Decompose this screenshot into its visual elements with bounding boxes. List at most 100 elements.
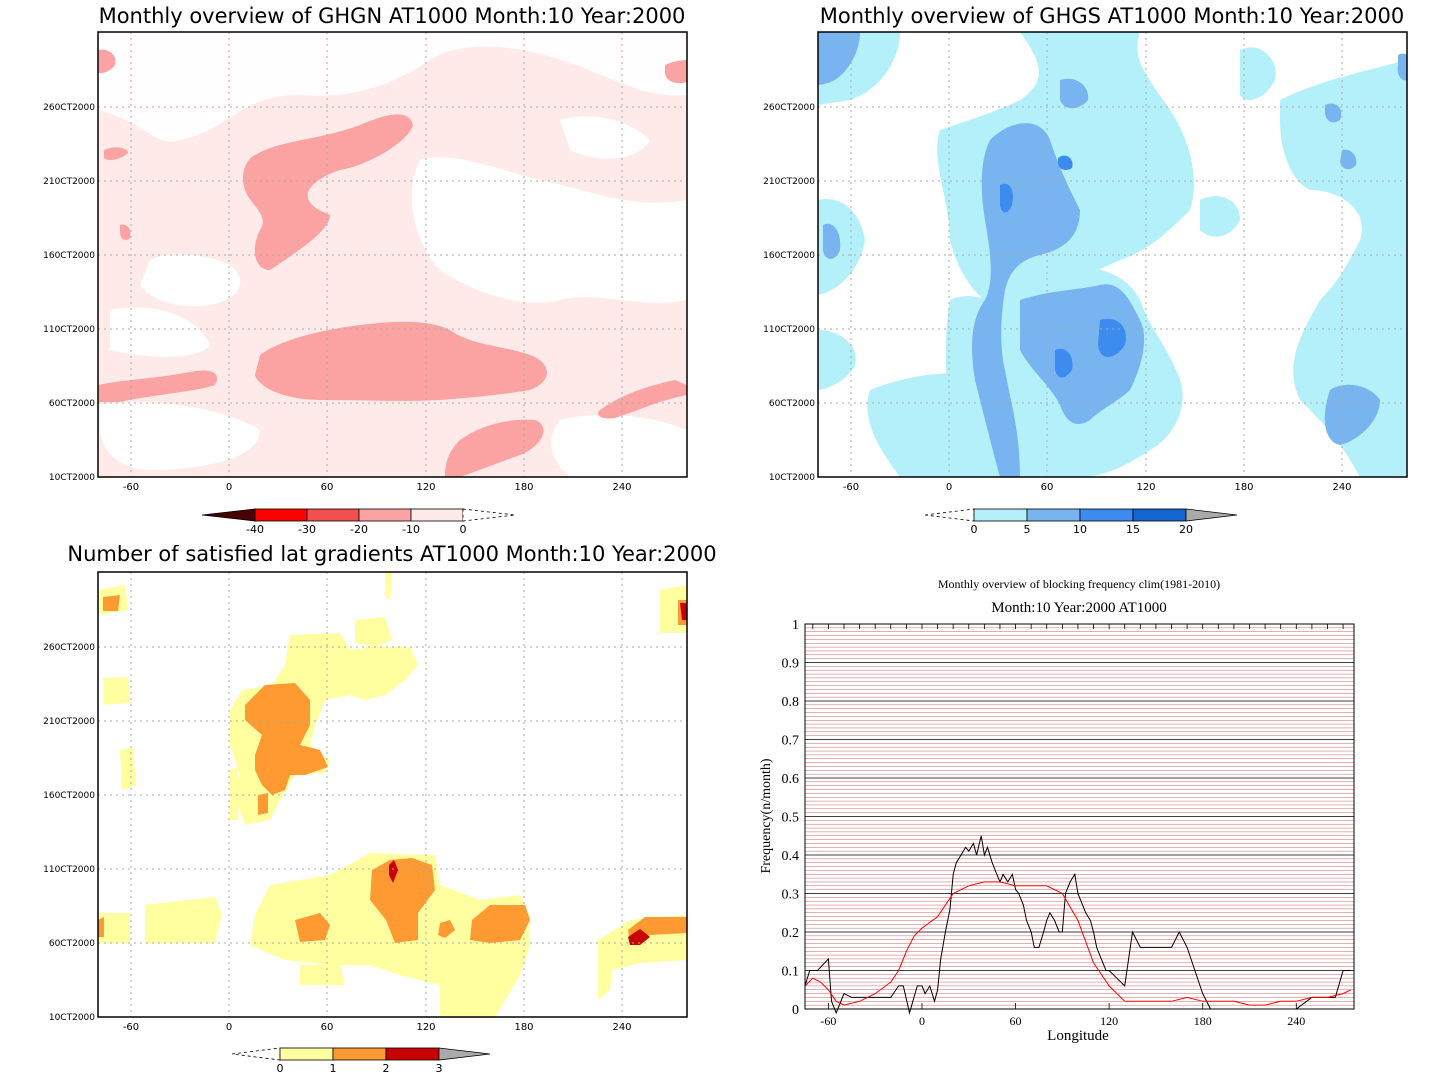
colorbar-label: 5 [1024, 523, 1031, 536]
y-tick-label: 0 [792, 1003, 799, 1018]
x-tick-label: 240 [612, 482, 631, 493]
x-tick-label: 120 [1100, 1014, 1118, 1028]
ghgs-colorbar: 0 5 10 15 20 [924, 508, 1238, 536]
colorbar-label: -40 [246, 523, 264, 536]
ghgs-x-ticks: -60 0 60 120 180 240 [843, 482, 1352, 493]
major-gridlines [805, 623, 1354, 1010]
ghgs-panel: Monthly overview of GHGS AT1000 Month:10… [763, 4, 1408, 536]
x-tick-label: 0 [226, 482, 232, 493]
ghgs-title: Monthly overview of GHGS AT1000 Month:10… [820, 4, 1404, 28]
y-tick-label: 0.2 [782, 926, 800, 941]
y-tick-label: 210CT2000 [763, 177, 815, 187]
ghgn-x-ticks: -60 0 60 120 180 240 [123, 482, 632, 493]
colorbar-label: 0 [460, 523, 467, 536]
x-tick-label: 240 [1332, 482, 1351, 493]
colorbar-label: 3 [436, 1062, 443, 1075]
series-line-red [804, 881, 1352, 1006]
blocking-title: Monthly overview of blocking frequency c… [938, 577, 1220, 591]
y-tick-label: 10CT2000 [769, 473, 815, 483]
ghgn-field [98, 32, 687, 477]
plot-frame [804, 623, 1355, 1010]
x-tick-label: 180 [1194, 1014, 1212, 1028]
colorbar-label: -10 [402, 523, 420, 536]
y-tick-label: 60CT2000 [49, 939, 95, 949]
x-tick-label: -60 [843, 482, 859, 493]
x-axis-ticks: -60 0 60 120 180 240 [820, 1003, 1305, 1028]
y-tick-label: 110CT2000 [43, 865, 95, 875]
x-tick-label: 180 [514, 1022, 533, 1033]
colorbar-label: 2 [383, 1062, 390, 1075]
x-tick-label: 0 [226, 1022, 232, 1033]
x-tick-label: 60 [1010, 1014, 1022, 1028]
colorbar-label: 1 [330, 1062, 337, 1075]
x-tick-label: 120 [1136, 482, 1155, 493]
y-tick-label: 160CT2000 [43, 251, 95, 261]
y-tick-label: 1 [792, 618, 799, 633]
blocking-frequency-chart: Monthly overview of blocking frequency c… [759, 577, 1355, 1044]
y-tick-label: 260CT2000 [763, 103, 815, 113]
x-tick-label: 0 [946, 482, 952, 493]
ghgn-title: Monthly overview of GHGN AT1000 Month:10… [99, 4, 686, 28]
x-tick-label: 180 [1234, 482, 1253, 493]
ghgn-grid [98, 32, 687, 477]
colorbar-label: -20 [350, 523, 368, 536]
x-tick-label: 180 [514, 482, 533, 493]
ghgs-grid [818, 32, 1407, 477]
x-tick-label: -60 [820, 1014, 836, 1028]
gradients-title: Number of satisfied lat gradients AT1000… [67, 545, 716, 566]
colorbar-label: 0 [971, 523, 978, 536]
ghgs-y-ticks: 260CT2000 210CT2000 160CT2000 110CT2000 … [763, 103, 815, 483]
y-tick-label: 0.9 [782, 657, 800, 672]
blocking-subtitle: Month:10 Year:2000 AT1000 [991, 600, 1166, 616]
y-tick-label: 260CT2000 [43, 103, 95, 113]
colorbar-label: 20 [1179, 523, 1193, 536]
ghgn-panel: Monthly overview of GHGN AT1000 Month:10… [43, 4, 688, 536]
x-axis-label: Longitude [1047, 1028, 1109, 1044]
y-tick-label: 0.4 [782, 849, 800, 864]
y-axis-ticks: 0 0.1 0.2 0.3 0.4 0.5 0.6 0.7 0.8 0.9 1 [782, 618, 800, 1018]
y-tick-label: 10CT2000 [49, 1013, 95, 1023]
y-tick-label: 0.5 [782, 811, 800, 826]
series-line-black [804, 835, 1351, 1015]
gradients-x-ticks: -60 0 60 120 180 240 [123, 1022, 632, 1033]
y-tick-label: 60CT2000 [49, 399, 95, 409]
colorbar-label: 0 [277, 1062, 284, 1075]
y-tick-label: 0.3 [782, 888, 800, 903]
y-tick-label: 0.7 [782, 734, 800, 749]
y-tick-label: 0.1 [782, 965, 800, 980]
y-tick-label: 0.8 [782, 695, 800, 710]
x-tick-label: 120 [416, 1022, 435, 1033]
y-tick-label: 160CT2000 [763, 251, 815, 261]
x-tick-label: 240 [1287, 1014, 1305, 1028]
x-tick-label: -60 [123, 1022, 139, 1033]
gradients-panel: Number of satisfied lat gradients AT1000… [43, 545, 716, 1075]
gradients-field [98, 572, 687, 1017]
minor-gridlines [805, 627, 1354, 1006]
colorbar-label: 10 [1073, 523, 1087, 536]
colorbar-label: 15 [1126, 523, 1140, 536]
gradients-colorbar: 0 1 2 3 [231, 1047, 491, 1075]
gradients-grid [98, 572, 687, 1017]
y-tick-label: 10CT2000 [49, 473, 95, 483]
y-tick-label: 110CT2000 [763, 325, 815, 335]
x-tick-label: -60 [123, 482, 139, 493]
y-tick-label: 160CT2000 [43, 791, 95, 801]
x-tick-label: 240 [612, 1022, 631, 1033]
y-tick-label: 210CT2000 [43, 717, 95, 727]
gradients-y-ticks: 260CT2000 210CT2000 160CT2000 110CT2000 … [43, 643, 95, 1023]
x-tick-label: 60 [321, 482, 334, 493]
x-tick-label: 60 [1041, 482, 1054, 493]
y-tick-label: 210CT2000 [43, 177, 95, 187]
y-axis-label: Frequency(n/month) [759, 758, 774, 873]
y-tick-label: 110CT2000 [43, 325, 95, 335]
ghgn-colorbar: -40 -30 -20 -10 0 [201, 508, 516, 536]
colorbar-label: -30 [298, 523, 316, 536]
y-tick-label: 260CT2000 [43, 643, 95, 653]
x-tick-label: 60 [321, 1022, 334, 1033]
x-tick-label: 120 [416, 482, 435, 493]
x-tick-label: 0 [919, 1014, 925, 1028]
series-group [804, 835, 1352, 1015]
y-tick-label: 60CT2000 [769, 399, 815, 409]
ghgn-y-ticks: 260CT2000 210CT2000 160CT2000 110CT2000 … [43, 103, 95, 483]
y-tick-label: 0.6 [782, 772, 800, 787]
